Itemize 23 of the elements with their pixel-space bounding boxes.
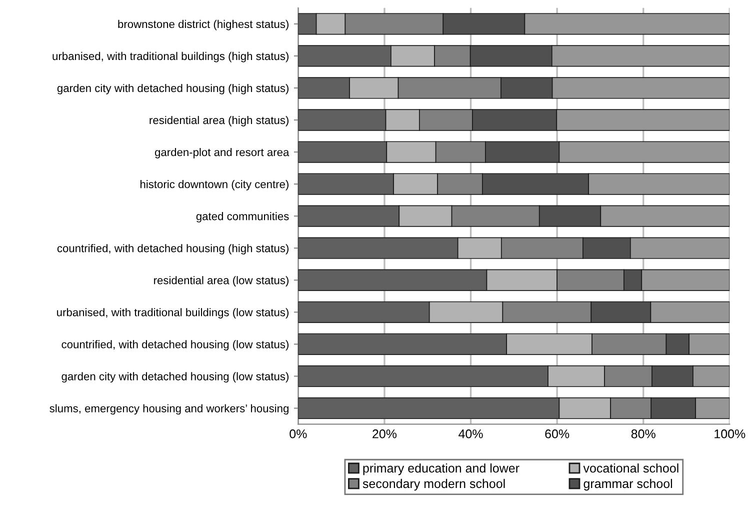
y-tick-label: garden-plot and resort area <box>154 148 290 158</box>
y-tick-label: garden city with detached housing (high status) <box>57 84 288 94</box>
legend-label: vocational school <box>583 463 678 473</box>
legend-label: secondary modern school <box>362 478 505 491</box>
y-tick-label: historic downtown (city centre) <box>140 180 288 190</box>
x-tick-label: 40% <box>458 429 483 438</box>
legend-label: grammar school <box>584 478 672 491</box>
x-tick-label: 60% <box>545 429 570 438</box>
y-tick-label: urbanised, with traditional buildings (low status) <box>57 308 288 318</box>
y-tick-label: brownstone district (highest status) <box>118 20 288 30</box>
y-tick-label: residential area (low status) <box>154 276 288 286</box>
y-tick-label: slums, emergency housing and workers’ housing <box>50 404 288 415</box>
x-tick-label: 20% <box>372 429 397 438</box>
y-tick-label: countrified, with detached housing (high status) <box>57 244 288 254</box>
x-tick-label: 80% <box>631 429 656 438</box>
y-tick-label: garden city with detached housing (low status) <box>62 372 288 383</box>
x-tick-label: 100% <box>714 429 746 438</box>
legend-label: primary education and lower <box>363 463 520 476</box>
y-tick-label: urbanised, with traditional buildings (high status) <box>52 52 288 62</box>
y-tick-label: countrified, with detached housing (low status) <box>62 340 288 351</box>
x-tick-label: 0% <box>290 429 307 438</box>
y-tick-label: gated communities <box>196 212 289 222</box>
y-tick-label: residential area (high status) <box>150 116 288 126</box>
